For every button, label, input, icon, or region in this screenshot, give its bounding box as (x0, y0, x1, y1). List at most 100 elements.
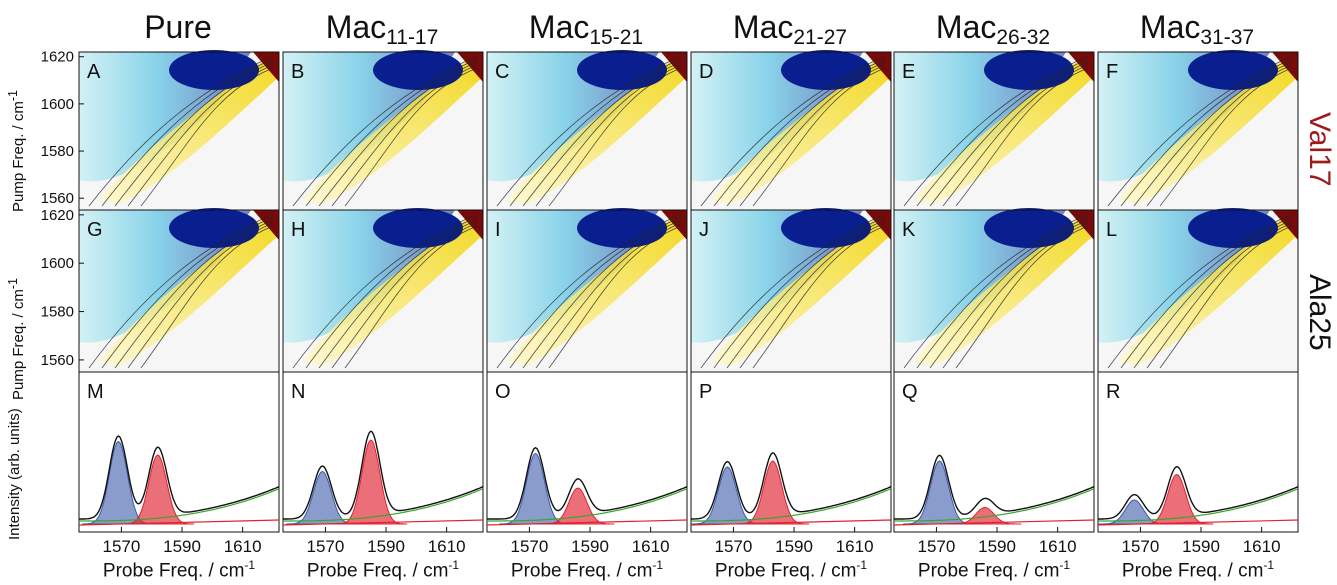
panel-letter: H (291, 219, 305, 241)
x-tick-label: 1570 (103, 537, 141, 556)
contour-line (114, 219, 274, 369)
baseline-fit (79, 488, 280, 522)
positive-lobe (507, 216, 687, 366)
negative-core (781, 208, 871, 248)
x-tick-label: 1590 (571, 537, 609, 556)
contour-line (739, 64, 886, 207)
panel-letter: N (291, 381, 305, 403)
contour-line (114, 61, 274, 207)
contour-line (496, 213, 682, 369)
negative-core (1188, 50, 1278, 90)
x-tick-label: 1610 (632, 537, 670, 556)
positive-lobe (914, 216, 1094, 366)
x-tick-label: 1610 (224, 537, 262, 556)
contour-line (535, 222, 682, 369)
total-spectrum (1098, 465, 1299, 520)
red-peak (334, 439, 408, 525)
contour-line (1107, 55, 1293, 207)
panel-letter: M (87, 381, 104, 403)
negative-core (169, 208, 259, 248)
panel-2d-K: K (893, 208, 1095, 373)
baseline-fit (283, 488, 484, 522)
panel-2d-G: G (78, 208, 280, 373)
contour-line (942, 64, 1089, 207)
panel-letter: I (495, 219, 501, 241)
contour-line (331, 64, 478, 207)
contour-line (509, 216, 682, 369)
contour-line (127, 222, 274, 369)
x-axis-title-6: Probe Freq. / cm-1 (1121, 558, 1275, 582)
x-axis-title-1: Probe Freq. / cm-1 (102, 558, 256, 582)
positive-lobe (711, 58, 891, 204)
baseline-fit (894, 488, 1095, 522)
row-label-ala25: Ala25 (1303, 274, 1336, 351)
red-peak (121, 454, 195, 525)
contour-line (713, 58, 886, 207)
panel-letter: E (902, 61, 915, 83)
x-tick-label: 1590 (1182, 537, 1220, 556)
contour-line (700, 55, 886, 207)
panel-letter: Q (902, 381, 918, 403)
contour-line (1146, 222, 1293, 369)
red-baseline (486, 519, 688, 526)
panel-2d-I: I (486, 208, 688, 373)
x-tick-label: 1570 (307, 537, 345, 556)
negative-core (577, 50, 667, 90)
baseline-fit (487, 488, 688, 522)
y-tick-label: 1580 (41, 143, 74, 160)
contour-line (522, 219, 682, 369)
panel-2d-D: D (690, 50, 892, 211)
panel-1d-O: O 1570 1590 1610 (486, 371, 688, 556)
x-tick-label: 1570 (918, 537, 956, 556)
total-spectrum (691, 451, 892, 520)
contour-line (509, 58, 682, 207)
y-tick-label: 1600 (41, 96, 74, 113)
column-title-5: Mac26-32 (935, 9, 1051, 49)
x-tick-label: 1610 (1243, 537, 1281, 556)
contour-line (318, 61, 478, 207)
x-tick-label: 1610 (428, 537, 466, 556)
panel-letter: B (291, 61, 304, 83)
panel-letter: F (1106, 61, 1118, 83)
contour-line (726, 219, 886, 369)
negative-core (577, 208, 667, 248)
panel-1d-M: M 1570 1590 1610 (78, 371, 280, 556)
contour-line (955, 225, 1089, 369)
x-tick-label: 1570 (715, 537, 753, 556)
contour-line (305, 58, 478, 207)
x-tick-label: 1590 (163, 537, 201, 556)
positive-lobe (99, 58, 279, 204)
red-peak (736, 460, 810, 525)
contour-line (1133, 219, 1293, 369)
total-spectrum (487, 446, 688, 520)
y-axis-title-row3: Intensity (arb. units) (6, 408, 23, 540)
positive-lobe (711, 216, 891, 366)
baseline-fit (691, 488, 892, 522)
y-tick-label: 1620 (41, 49, 74, 66)
contour-line (344, 67, 478, 207)
contour-line (101, 58, 274, 207)
contour-line (331, 222, 478, 369)
contour-line (548, 225, 682, 369)
x-tick-label: 1610 (1039, 537, 1077, 556)
panel-2d-L: L (1097, 208, 1299, 373)
y-tick-label: 1560 (41, 190, 74, 207)
contour-line (700, 213, 886, 369)
contour-line (1159, 225, 1293, 369)
column-title-1: Pure (144, 9, 212, 45)
total-spectrum (283, 430, 484, 520)
contour-line (127, 64, 274, 207)
x-axis-title-3: Probe Freq. / cm-1 (510, 558, 664, 582)
panel-1d-R: R 1570 1590 1610 (1097, 371, 1299, 556)
total-spectrum (79, 435, 280, 520)
red-peak (1140, 473, 1214, 525)
negative-core (373, 50, 463, 90)
contour-line (713, 216, 886, 369)
contour-line (305, 216, 478, 369)
panel-2d-A: A (78, 50, 280, 211)
contour-line (101, 216, 274, 369)
x-tick-label: 1570 (1122, 537, 1160, 556)
column-title-4: Mac21-27 (732, 9, 848, 49)
total-spectrum (894, 454, 1095, 520)
